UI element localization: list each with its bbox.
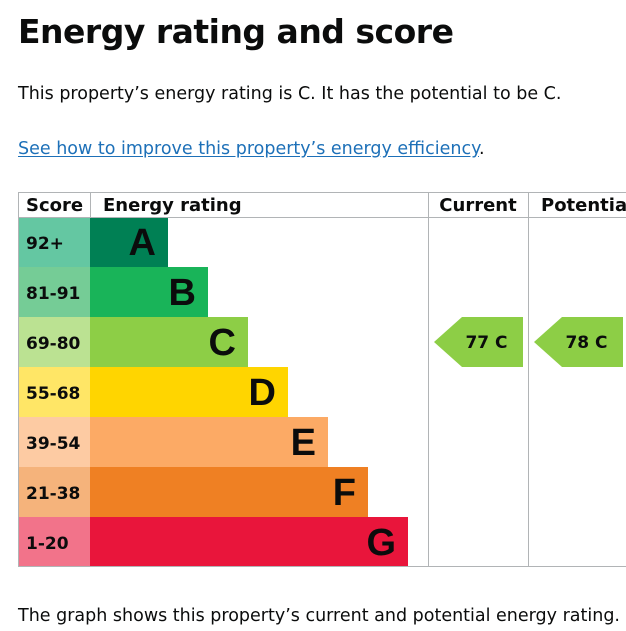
score-cell-c bbox=[18, 317, 90, 367]
improve-efficiency-link[interactable]: See how to improve this property’s energ… bbox=[18, 139, 479, 159]
rating-letter-a: A bbox=[129, 222, 156, 264]
score-cell-f bbox=[18, 467, 90, 517]
rating-bar-c bbox=[90, 317, 248, 367]
score-range-b: 81-91 bbox=[26, 284, 80, 304]
score-cell-d bbox=[18, 367, 90, 417]
rating-letter-c: C bbox=[209, 322, 236, 364]
score-range-e: 39-54 bbox=[26, 434, 81, 454]
rating-bar-e bbox=[90, 417, 328, 467]
score-range-g: 1-20 bbox=[26, 534, 69, 554]
score-range-c: 69-80 bbox=[26, 334, 81, 354]
current-arrow bbox=[434, 317, 523, 367]
page-title: Energy rating and score bbox=[18, 12, 454, 51]
rating-bar-b bbox=[90, 267, 208, 317]
link-suffix: . bbox=[478, 139, 485, 159]
current-rating-label: 77 C bbox=[465, 333, 507, 353]
rating-bar-a bbox=[90, 217, 168, 267]
score-range-a: 92+ bbox=[26, 234, 64, 254]
score-cell-g bbox=[18, 517, 90, 567]
header-score: Score bbox=[26, 195, 83, 216]
improve-link-line: See how to improve this property’s energ… bbox=[18, 139, 485, 159]
chart-caption: The graph shows this property’s current … bbox=[18, 606, 620, 626]
rating-letter-e: E bbox=[291, 422, 316, 464]
rating-letter-d: D bbox=[249, 372, 276, 414]
score-cell-e bbox=[18, 417, 90, 467]
rating-summary: This property’s energy rating is C. It h… bbox=[18, 84, 562, 104]
header-current: Current bbox=[439, 195, 517, 216]
potential-rating-label: 78 C bbox=[565, 333, 607, 353]
header-potential: Potential bbox=[541, 195, 626, 216]
potential-arrow bbox=[534, 317, 623, 367]
rating-bar-d bbox=[90, 367, 288, 417]
score-range-f: 21-38 bbox=[26, 484, 80, 504]
rating-letter-f: F bbox=[333, 472, 356, 514]
rating-bar-g bbox=[90, 517, 408, 567]
score-cell-a bbox=[18, 217, 90, 267]
rating-letter-g: G bbox=[366, 522, 396, 564]
score-cell-b bbox=[18, 267, 90, 317]
rating-letter-b: B bbox=[169, 272, 196, 314]
score-range-d: 55-68 bbox=[26, 384, 80, 404]
rating-bar-f bbox=[90, 467, 368, 517]
header-energy-rating: Energy rating bbox=[103, 195, 242, 216]
